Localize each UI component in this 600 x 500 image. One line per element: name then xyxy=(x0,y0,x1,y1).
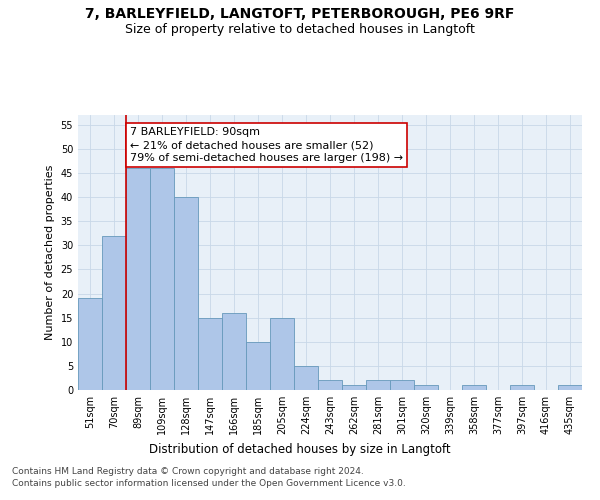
Bar xyxy=(198,318,222,390)
Bar xyxy=(390,380,414,390)
Text: Distribution of detached houses by size in Langtoft: Distribution of detached houses by size … xyxy=(149,442,451,456)
Bar xyxy=(102,236,126,390)
Bar xyxy=(126,168,150,390)
Bar xyxy=(246,342,270,390)
Bar xyxy=(342,385,366,390)
Bar xyxy=(78,298,102,390)
Bar xyxy=(558,385,582,390)
Text: 7 BARLEYFIELD: 90sqm
← 21% of detached houses are smaller (52)
79% of semi-detac: 7 BARLEYFIELD: 90sqm ← 21% of detached h… xyxy=(130,127,403,164)
Bar xyxy=(462,385,486,390)
Bar xyxy=(366,380,390,390)
Bar xyxy=(294,366,318,390)
Text: Contains HM Land Registry data © Crown copyright and database right 2024.
Contai: Contains HM Land Registry data © Crown c… xyxy=(12,468,406,488)
Bar xyxy=(510,385,534,390)
Bar xyxy=(414,385,438,390)
Text: Size of property relative to detached houses in Langtoft: Size of property relative to detached ho… xyxy=(125,22,475,36)
Bar xyxy=(150,168,174,390)
Y-axis label: Number of detached properties: Number of detached properties xyxy=(45,165,55,340)
Text: 7, BARLEYFIELD, LANGTOFT, PETERBOROUGH, PE6 9RF: 7, BARLEYFIELD, LANGTOFT, PETERBOROUGH, … xyxy=(85,8,515,22)
Bar xyxy=(318,380,342,390)
Bar xyxy=(270,318,294,390)
Bar xyxy=(222,313,246,390)
Bar xyxy=(174,197,198,390)
